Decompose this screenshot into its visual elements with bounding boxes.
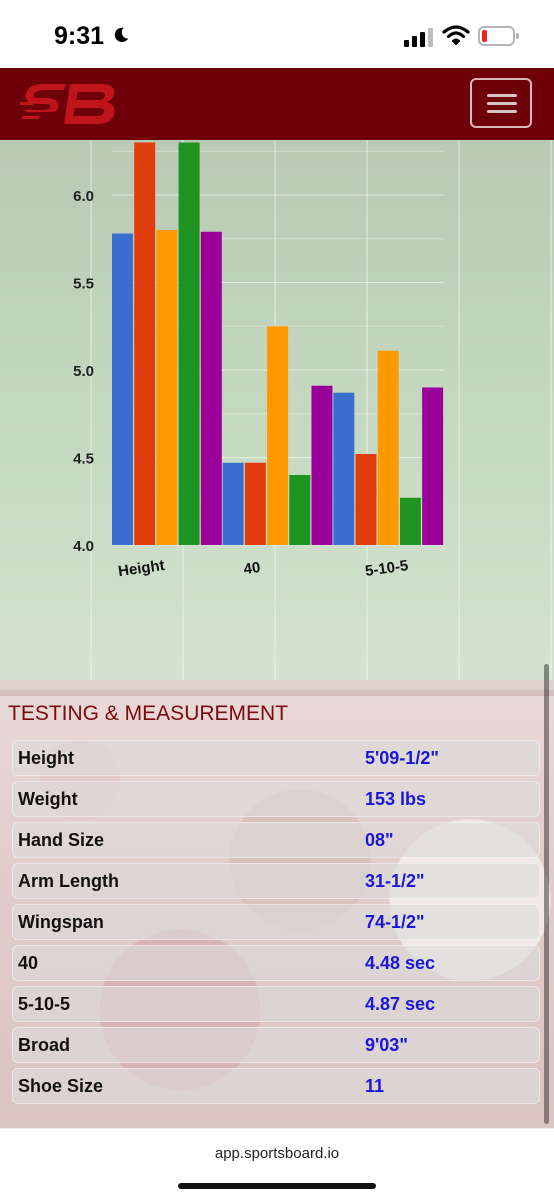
bar	[156, 230, 178, 545]
testing-panel: TESTING & MEASUREMENT Height 5'09-1/2" Wei…	[0, 696, 554, 1128]
measurement-row: Broad 9'03"	[12, 1027, 540, 1063]
measurement-value: 31-1/2"	[365, 871, 425, 891]
hamburger-menu-button[interactable]	[470, 78, 532, 128]
measurement-value: 08"	[365, 830, 394, 850]
bar	[355, 454, 377, 545]
measurement-label: Height	[18, 748, 74, 768]
hamburger-menu-icon	[487, 94, 517, 97]
scrollbar[interactable]	[544, 664, 549, 1124]
measurement-label: Shoe Size	[18, 1076, 104, 1096]
measurement-value: 11	[365, 1076, 385, 1096]
page-content: 4.0 4.5 5.0 5.5 6.0 Height 40 5-10-5 TESTING & …	[0, 140, 554, 1128]
bar	[311, 385, 333, 545]
measurement-value: 153 lbs	[365, 789, 427, 809]
x-tick-label: Height	[117, 557, 166, 580]
bar	[112, 233, 133, 545]
testing-rows: Height 5'09-1/2" Weight 153 lbs Hand Size 08"…	[12, 740, 540, 1109]
bar	[289, 475, 311, 545]
measurement-value: 5'09-1/2"	[365, 748, 439, 768]
measurement-value: 9'03"	[365, 1035, 408, 1055]
measurement-value: 4.87 sec	[365, 994, 436, 1014]
measurement-value: 74-1/2"	[365, 912, 425, 932]
measurement-label: 5-10-5	[18, 994, 71, 1014]
y-tick-label: 4.5	[73, 451, 94, 468]
home-indicator[interactable]	[178, 1183, 376, 1189]
bar	[200, 231, 222, 545]
hamburger-menu-icon	[487, 102, 517, 105]
measurement-row: Height 5'09-1/2"	[12, 740, 540, 776]
nav-header	[0, 68, 554, 140]
measurement-label: Wingspan	[18, 912, 104, 932]
measurement-value: 4.48 sec	[365, 953, 436, 973]
measurement-row: Hand Size 08"	[12, 822, 540, 858]
y-tick-label: 6.0	[73, 188, 94, 205]
hamburger-menu-icon	[487, 110, 517, 113]
status-time: 9:31	[54, 22, 105, 50]
browser-url-bar[interactable]: app.sportsboard.io	[0, 1128, 554, 1200]
measurement-label: Broad	[18, 1035, 71, 1055]
measurement-row: Shoe Size 11	[12, 1068, 540, 1104]
bar	[333, 392, 355, 545]
y-tick-label: 4.0	[73, 538, 94, 555]
measurement-row: Wingspan 74-1/2"	[12, 904, 540, 940]
bar	[134, 142, 156, 545]
x-tick-label: 40	[243, 559, 262, 578]
wifi-icon	[442, 25, 470, 45]
measurement-row: Weight 153 lbs	[12, 781, 540, 817]
bar	[178, 142, 200, 545]
bar	[399, 497, 421, 545]
status-bar: 9:31	[0, 0, 554, 68]
testing-bar-chart: 4.0 4.5 5.0 5.5 6.0 Height 40 5-10-5	[73, 142, 444, 580]
y-tick-label: 5.0	[73, 363, 94, 380]
url-text[interactable]: app.sportsboard.io	[214, 1145, 340, 1162]
bar	[267, 326, 289, 545]
section-title: TESTING & MEASUREMENT	[8, 702, 289, 725]
bar	[222, 462, 244, 545]
battery-low-icon	[478, 26, 519, 46]
measurement-label: Weight	[18, 789, 78, 809]
measurement-row: Arm Length 31-1/2"	[12, 863, 540, 899]
bar	[244, 462, 266, 545]
moon-icon	[114, 27, 129, 43]
measurement-label: 40	[18, 953, 39, 973]
measurement-label: Hand Size	[18, 830, 105, 850]
bar	[422, 387, 444, 545]
measurement-label: Arm Length	[18, 871, 119, 891]
x-tick-label: 5-10-5	[364, 557, 409, 580]
bar	[377, 350, 399, 545]
sportsboard-logo[interactable]	[20, 82, 120, 126]
y-tick-label: 5.5	[73, 276, 94, 293]
cellular-signal-icon	[404, 28, 433, 47]
measurement-row: 40 4.48 sec	[12, 945, 540, 981]
measurement-row: 5-10-5 4.87 sec	[12, 986, 540, 1022]
